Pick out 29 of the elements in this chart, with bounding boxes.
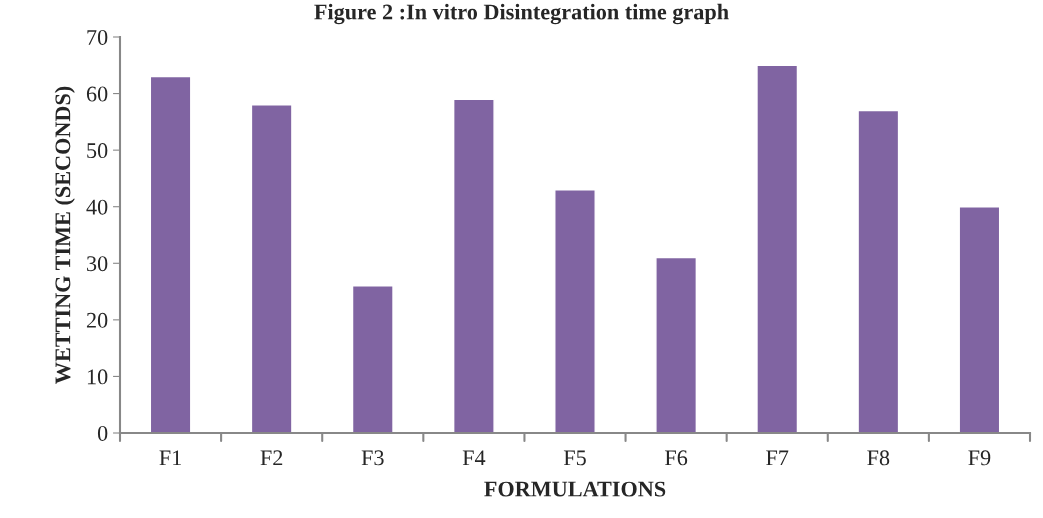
x-axis-title: FORMULATIONS [484,481,666,497]
bar [857,109,900,433]
x-tick-label: F4 [462,450,486,466]
y-tick-label: 50 [87,143,108,159]
y-tick-label: 40 [86,199,108,215]
x-tick-label: F7 [766,450,789,466]
x-tick-label: F3 [361,450,384,466]
chart-title: Figure 2 :In vitro Disintegration time graph [314,3,729,25]
bar [452,98,495,433]
bar [351,285,394,433]
x-tick-label: F8 [867,450,890,466]
bar [655,256,698,433]
y-tick-label: 20 [86,312,108,328]
bar [554,189,596,433]
bar [250,104,293,433]
y-tick-label: 60 [86,86,108,102]
bar [958,206,1001,433]
x-tick-label: F2 [260,450,283,466]
x-tick-label: F6 [665,450,688,466]
y-tick-label: 30 [87,256,108,272]
bar [756,64,799,433]
x-tick-label: F9 [968,450,991,466]
x-tick-label: F5 [563,450,586,466]
bar [149,75,192,433]
y-tick-label: 0 [97,425,108,441]
y-axis-title: WETTING TIME (SECONDS) [54,86,75,384]
y-tick-label: 70 [87,29,108,45]
y-tick-label: 10 [87,369,108,385]
x-tick-label: F1 [159,450,181,466]
